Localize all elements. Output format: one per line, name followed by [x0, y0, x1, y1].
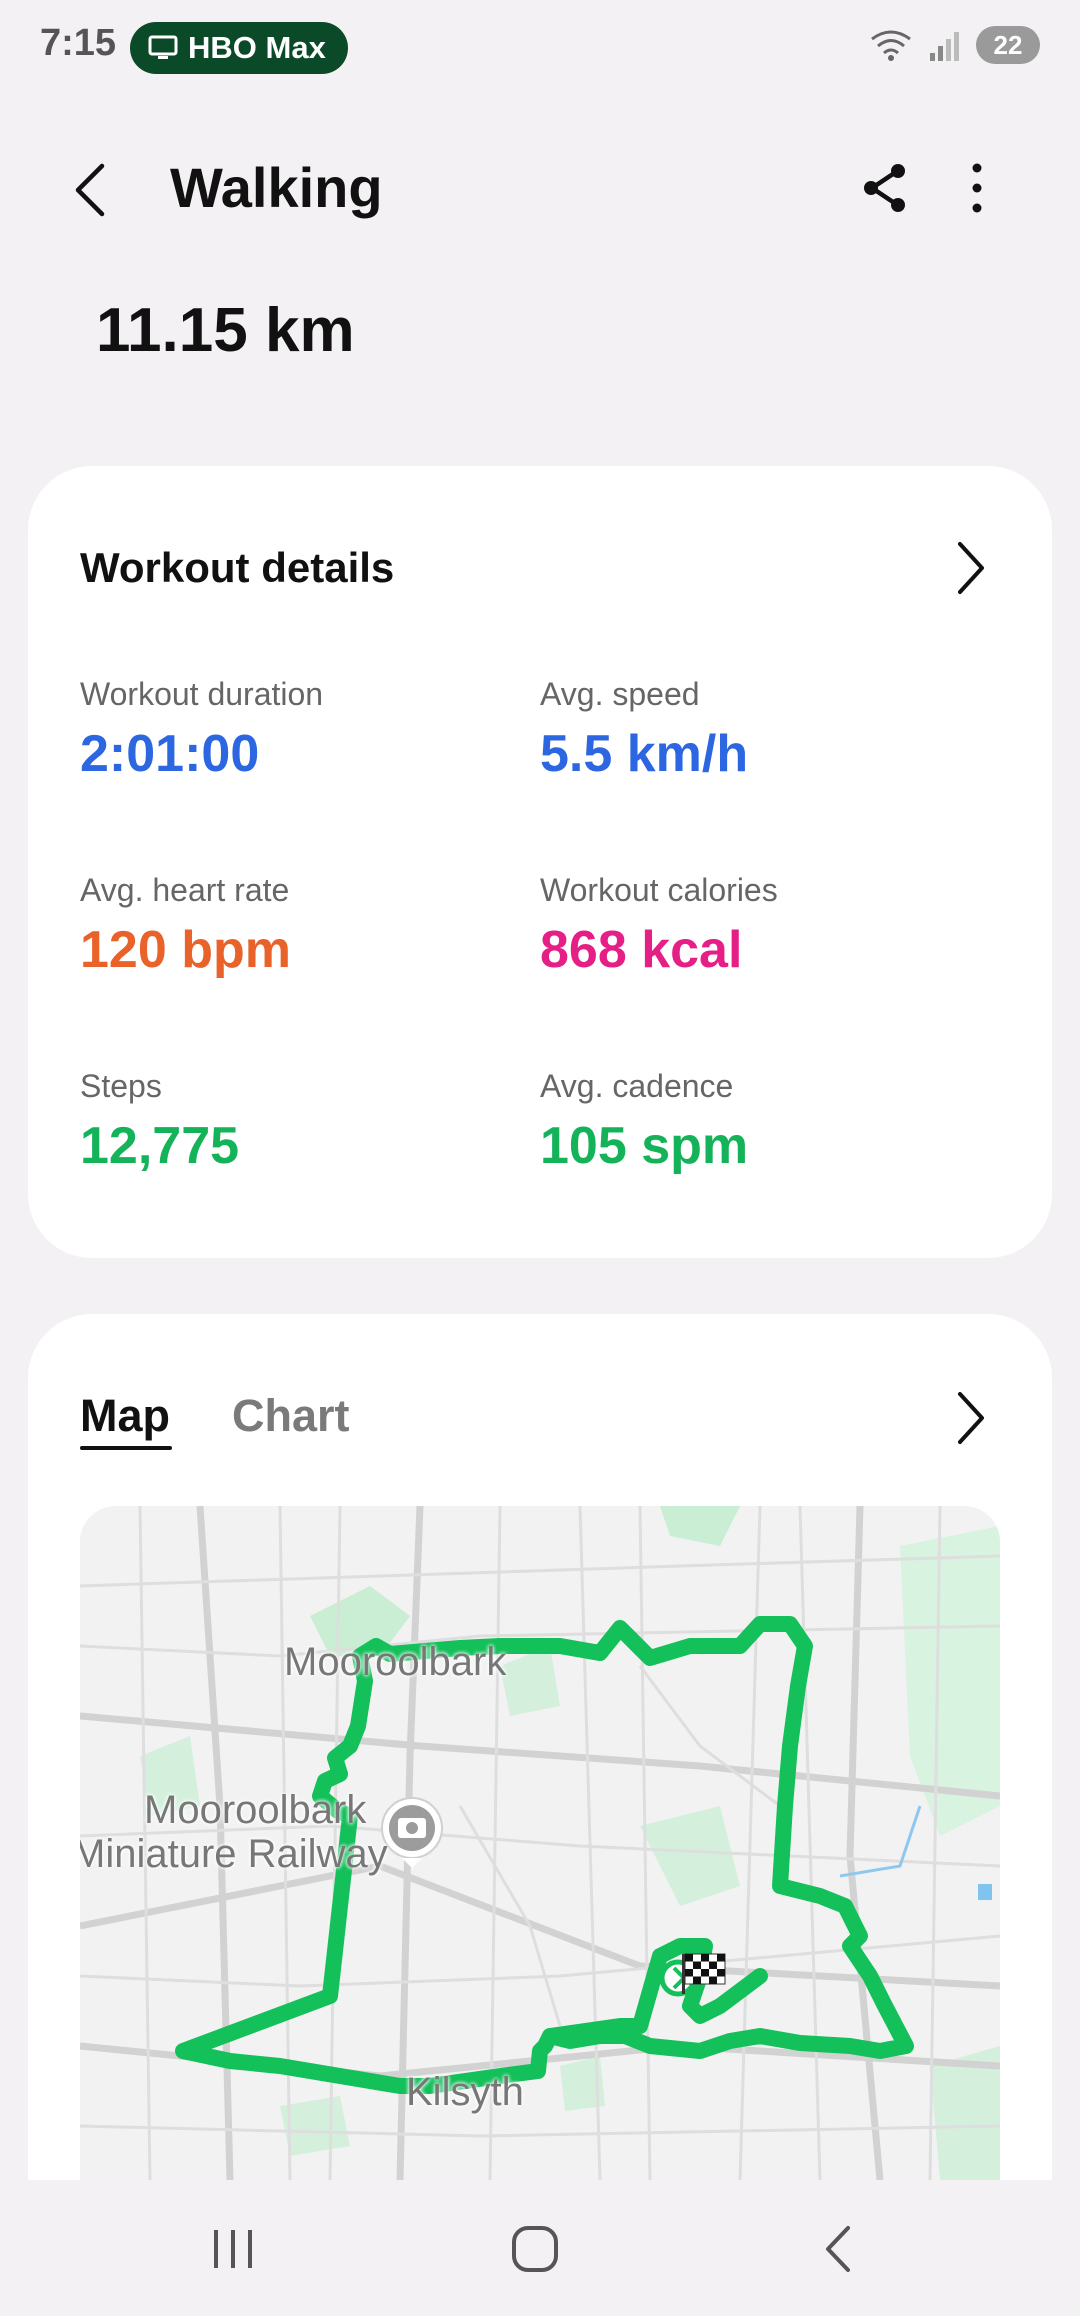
stat-label-speed: Avg. speed	[540, 676, 700, 712]
tab-map-underline	[80, 1446, 172, 1450]
nav-back-button[interactable]	[818, 2222, 858, 2276]
stat-label-cadence: Avg. cadence	[540, 1068, 734, 1104]
stat-label-steps: Steps	[80, 1068, 162, 1104]
system-nav-bar	[0, 2180, 1080, 2316]
workout-details-title: Workout details	[80, 544, 395, 591]
tab-map[interactable]: Map	[80, 1390, 170, 1441]
map-label-railway-line2: Miniature Railway	[80, 1832, 388, 1876]
signal-icon	[930, 32, 959, 61]
route-line-loop	[542, 1938, 768, 2044]
stat-value-cadence: 105 spm	[540, 1117, 749, 1175]
stat-value-heart-rate: 120 bpm	[80, 921, 291, 979]
park-area	[900, 1526, 1000, 1836]
park-area	[640, 1806, 740, 1906]
stat-label-duration: Workout duration	[80, 676, 324, 712]
map-label-railway-line1: Mooroolbark	[144, 1788, 367, 1832]
map-label-mooroolbark: Mooroolbark	[284, 1640, 507, 1684]
chevron-right-icon	[958, 1392, 984, 1444]
park-area	[500, 1646, 560, 1716]
stat-label-heart-rate: Avg. heart rate	[80, 872, 290, 908]
more-options-button[interactable]	[960, 160, 994, 216]
home-icon	[512, 2226, 558, 2272]
status-icons: 22	[868, 26, 1040, 64]
share-icon	[864, 164, 905, 212]
park-area	[310, 1586, 410, 1656]
map-canvas	[80, 1506, 1000, 2180]
back-button[interactable]	[70, 150, 130, 230]
page-title: Walking	[170, 156, 383, 219]
screen-icon	[148, 35, 178, 59]
stat-value-steps: 12,775	[80, 1117, 240, 1175]
park-area	[140, 1736, 200, 1816]
park-area	[560, 2056, 605, 2111]
battery-indicator: 22	[976, 26, 1040, 64]
camera-pin-icon	[381, 1797, 443, 1868]
map-label-kilsyth: Kilsyth	[406, 2070, 524, 2114]
recents-button[interactable]	[208, 2224, 258, 2274]
stat-label-calories: Workout calories	[540, 872, 778, 908]
tab-chart[interactable]: Chart	[232, 1390, 350, 1441]
media-pill[interactable]: HBO Max	[130, 22, 348, 74]
park-area	[930, 2046, 1000, 2180]
nav-back-icon	[826, 2226, 850, 2272]
stat-value-speed: 5.5 km/h	[540, 725, 749, 783]
park-area	[660, 1506, 740, 1546]
map-chevron[interactable]	[950, 1388, 990, 1448]
total-distance: 11.15 km	[96, 296, 355, 365]
workout-details-chevron[interactable]	[950, 538, 990, 598]
more-icon	[972, 163, 982, 213]
home-button[interactable]	[510, 2224, 560, 2274]
stat-value-duration: 2:01:00	[80, 725, 260, 783]
status-time: 7:15	[40, 22, 117, 64]
media-pill-label: HBO Max	[188, 30, 326, 65]
share-button[interactable]	[858, 160, 914, 216]
finish-flag-icon	[682, 1953, 726, 1994]
wifi-icon	[871, 30, 911, 61]
chevron-right-icon	[958, 542, 984, 594]
route-map[interactable]: Mooroolbark Mooroolbark Miniature Railwa…	[80, 1506, 1000, 2180]
stat-value-calories: 868 kcal	[540, 921, 743, 979]
back-icon	[75, 163, 105, 217]
workout-details-card[interactable]	[28, 466, 1052, 1258]
recents-icon	[214, 2230, 252, 2268]
route-line	[175, 1616, 914, 2094]
